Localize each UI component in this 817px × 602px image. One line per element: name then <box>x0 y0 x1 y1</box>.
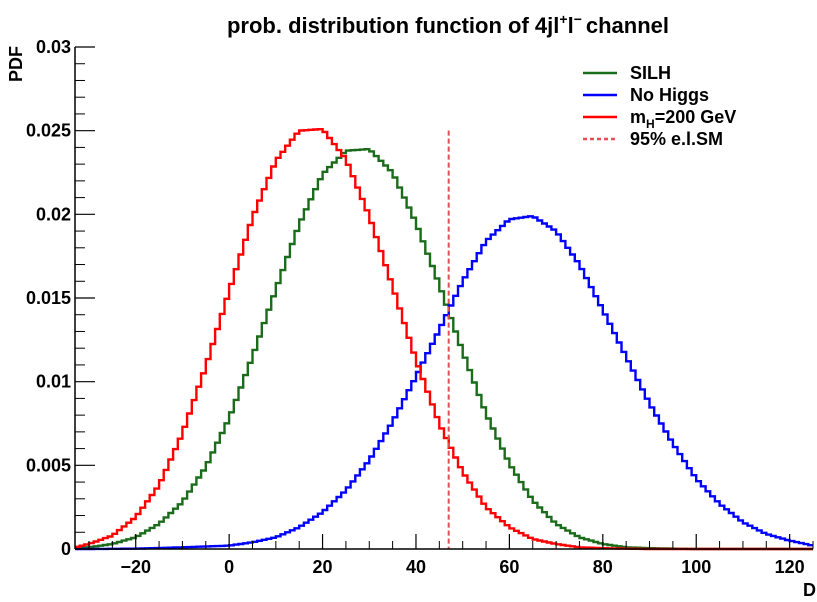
x-tick-label: 40 <box>406 557 426 577</box>
y-tick-label: 0.015 <box>26 288 71 308</box>
x-tick-label: 100 <box>681 557 711 577</box>
x-tick-label: 60 <box>499 557 519 577</box>
series-silh <box>75 149 813 549</box>
y-tick-label: 0.02 <box>36 204 71 224</box>
legend-label: No Higgs <box>630 85 709 105</box>
title-superscript-plus: + <box>559 11 567 27</box>
y-tick-label: 0.03 <box>36 37 71 57</box>
title-superscript-minus: − <box>574 11 582 27</box>
y-axis-label: PDF <box>6 46 26 82</box>
y-tick-label: 0.025 <box>26 121 71 141</box>
y-tick-label: 0 <box>61 539 71 559</box>
title-end: channel <box>586 13 669 38</box>
legend-label: SILH <box>630 63 671 83</box>
x-tick-label: 20 <box>313 557 333 577</box>
x-tick-label: 80 <box>593 557 613 577</box>
legend-label: mH=200 GeV <box>630 107 736 131</box>
y-tick-label: 0.01 <box>36 372 71 392</box>
y-tick-label: 0.005 <box>26 455 71 475</box>
legend-label: 95% e.l.SM <box>630 129 723 149</box>
chart-title: prob. distribution function of 4jl+l− cha… <box>227 11 669 38</box>
x-tick-label: 0 <box>224 557 234 577</box>
x-tick-label: −20 <box>120 557 151 577</box>
x-tick-label: 120 <box>775 557 805 577</box>
x-axis-label: D <box>803 580 816 600</box>
series-group <box>75 129 813 549</box>
